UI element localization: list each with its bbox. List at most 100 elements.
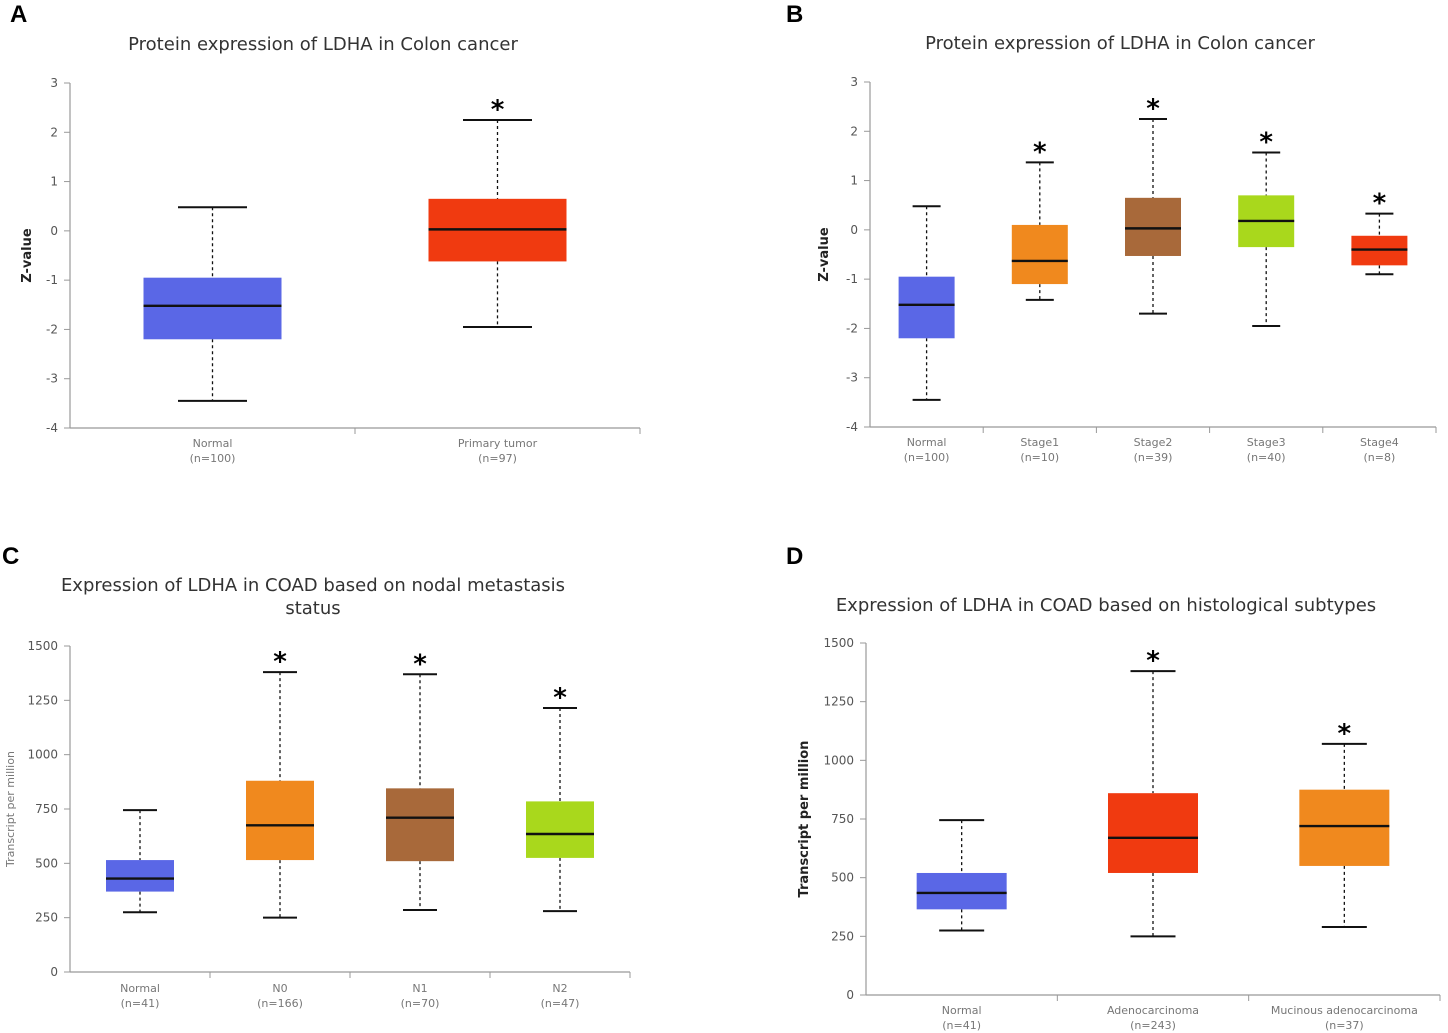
y-tick-label: -2 [846,321,858,335]
y-tick-label: -3 [46,372,58,386]
box-iqr [1108,793,1198,873]
y-tick-label: -1 [846,272,858,286]
significance-star: * [1146,646,1160,676]
y-tick-label: 1250 [823,695,854,709]
significance-star: * [1033,137,1047,167]
x-tick-label: Adenocarcinoma [1107,1004,1199,1017]
y-tick-label: 250 [35,911,58,925]
y-tick-label: 1000 [27,748,58,762]
y-axis-label: Z-value [817,227,832,282]
y-axis-label: Transcript per million [4,751,17,868]
y-tick-label: 250 [831,929,854,943]
box-normal: Normal (n=41) [106,809,211,1010]
y-tick-label: 0 [50,965,58,979]
x-tick-label: Normal [907,436,947,449]
chart-title: Protein expression of LDHA in Colon canc… [128,34,518,55]
x-tick-sample-size: (n=100) [904,451,950,464]
chart-panel-a: A Protein expression of LDHA in Colon can… [10,1,641,465]
x-tick-sample-size: (n=37) [1325,1019,1364,1032]
x-tick-sample-size: (n=40) [1247,451,1286,464]
box-primary-tumor: * Primary tumor (n=97) [428,95,641,465]
x-tick-label: N2 [552,982,567,995]
box-normal: Normal (n=100) [898,205,984,464]
box-iqr [898,276,955,339]
box-iqr [1011,224,1068,285]
x-tick-sample-size: (n=47) [541,997,580,1010]
y-tick-label: 0 [850,223,858,237]
panel-letter: D [786,543,803,570]
y-tick-label: -3 [846,371,858,385]
x-tick-sample-size: (n=70) [401,997,440,1010]
box-normal: Normal (n=41) [916,819,1058,1032]
chart-panel-d: D Expression of LDHA in COAD based on his… [786,543,1441,1032]
y-tick-label: 1250 [27,693,58,707]
box-stage4: * Stage4 (n=8) [1351,189,1437,464]
x-tick-label: N0 [272,982,287,995]
chart-title: status [285,598,340,619]
y-tick-label: 2 [50,125,58,139]
x-tick-sample-size: (n=10) [1020,451,1059,464]
significance-star: * [1146,94,1160,124]
y-tick-label: 2 [850,124,858,138]
y-tick-label: 1 [850,174,858,188]
x-tick-label: Stage2 [1134,436,1173,449]
x-tick-label: Stage3 [1247,436,1286,449]
x-tick-label: Stage1 [1020,436,1059,449]
y-tick-label: 1500 [823,636,854,650]
significance-star: * [273,647,287,677]
box-adenocarcinoma: * Adenocarcinoma (n=243) [1107,646,1250,1032]
box-mucinous-adenocarcinoma: * Mucinous adenocarcinoma (n=37) [1271,719,1441,1032]
significance-star: * [491,95,505,125]
y-tick-label: 0 [846,988,854,1002]
box-iqr [106,860,174,892]
panel-letter: B [786,1,803,28]
x-tick-label: N1 [412,982,427,995]
box-iqr [386,788,454,862]
chart-title: Protein expression of LDHA in Colon canc… [925,33,1315,54]
y-tick-label: 500 [831,871,854,885]
x-tick-label: Stage4 [1360,436,1399,449]
box-iqr [143,277,282,340]
significance-star: * [553,683,567,713]
chart-title: Expression of LDHA in COAD based on hist… [836,595,1376,616]
y-tick-label: 500 [35,856,58,870]
box-stage1: * Stage1 (n=10) [1011,137,1097,464]
y-tick-label: 1 [50,175,58,189]
significance-star: * [1373,189,1387,219]
box-iqr [1125,197,1181,256]
chart-panel-c: C Expression of LDHA in COAD based on nod… [2,543,631,1010]
x-tick-label: Normal [193,437,233,450]
box-iqr [1299,789,1390,866]
x-tick-sample-size: (n=97) [478,452,517,465]
box-stage3: * Stage3 (n=40) [1238,127,1324,464]
x-tick-sample-size: (n=41) [121,997,160,1010]
x-tick-label: Mucinous adenocarcinoma [1271,1004,1418,1017]
y-tick-label: -4 [46,421,58,435]
x-tick-sample-size: (n=39) [1134,451,1173,464]
significance-star: * [1259,127,1273,157]
box-iqr [526,801,594,858]
box-n2: * N2 (n=47) [526,683,631,1010]
panel-letter: C [2,543,19,570]
significance-star: * [1338,719,1352,749]
y-tick-label: 750 [35,802,58,816]
box-iqr [916,872,1007,910]
x-tick-sample-size: (n=41) [942,1019,981,1032]
y-axis-label: Transcript per million [797,741,812,898]
y-tick-label: 3 [850,75,858,89]
chart-title: Expression of LDHA in COAD based on noda… [61,575,565,596]
x-tick-sample-size: (n=243) [1130,1019,1176,1032]
panel-letter: A [10,1,27,28]
y-tick-label: -2 [46,322,58,336]
x-tick-sample-size: (n=8) [1364,451,1396,464]
y-tick-label: 0 [50,224,58,238]
y-tick-label: 750 [831,812,854,826]
y-tick-label: 1500 [27,639,58,653]
y-tick-label: 1000 [823,753,854,767]
box-stage2: * Stage2 (n=39) [1125,94,1211,464]
significance-star: * [413,649,427,679]
box-normal: Normal (n=100) [143,206,356,465]
y-tick-label: 3 [50,76,58,90]
y-tick-label: -4 [846,420,858,434]
